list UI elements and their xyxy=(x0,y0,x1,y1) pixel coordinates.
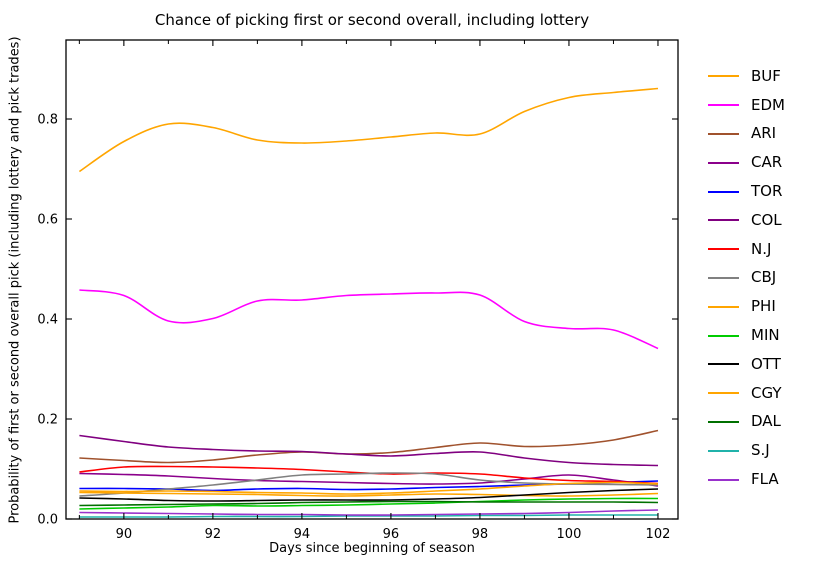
legend-label: PHI xyxy=(751,297,776,316)
legend-label: BUF xyxy=(751,66,781,85)
legend-line-swatch xyxy=(708,276,739,279)
series-line-OTT xyxy=(79,488,659,502)
series-line-BUF xyxy=(78,87,659,173)
series-line-FLA xyxy=(79,509,659,516)
legend-item: PHI xyxy=(708,292,813,321)
legend-item: MIN xyxy=(708,321,813,350)
legend-label: CBJ xyxy=(751,268,777,287)
y-tick-label: 0.6 xyxy=(37,213,58,228)
series-line-ARI xyxy=(79,429,659,464)
legend-item: EDM xyxy=(708,91,813,120)
legend-label: COL xyxy=(751,210,782,229)
x-axis-label: Days since beginning of season xyxy=(269,541,475,556)
legend: BUF EDM ARI CAR TOR COL N.J CBJ PHI MIN OTT CGY DAL S… xyxy=(708,62,813,494)
legend-label: TOR xyxy=(751,182,783,201)
x-tick-label: 102 xyxy=(646,527,671,542)
legend-item: FLA xyxy=(708,465,813,494)
series-line-COL xyxy=(79,434,659,467)
series-line-SJ xyxy=(79,514,658,518)
y-tick-label: 0.8 xyxy=(37,113,58,128)
legend-label: S.J xyxy=(751,441,770,460)
legend-line-swatch xyxy=(708,334,739,337)
y-tick-label: 0.4 xyxy=(37,313,58,328)
legend-label: MIN xyxy=(751,326,780,345)
x-tick-label: 94 xyxy=(294,527,311,542)
legend-line-swatch xyxy=(708,449,739,452)
legend-item: DAL xyxy=(708,408,813,437)
legend-item: TOR xyxy=(708,177,813,206)
legend-line-swatch xyxy=(708,132,739,135)
legend-item: ARI xyxy=(708,120,813,149)
legend-item: CGY xyxy=(708,379,813,408)
legend-label: DAL xyxy=(751,412,781,431)
legend-line-swatch xyxy=(708,363,739,366)
legend-item: CAR xyxy=(708,148,813,177)
legend-item: COL xyxy=(708,206,813,235)
x-tick-label: 90 xyxy=(116,527,133,542)
series-line-CGY xyxy=(79,481,659,495)
legend-label: FLA xyxy=(751,470,779,489)
legend-item: N.J xyxy=(708,235,813,264)
series-line-DAL xyxy=(79,500,659,507)
legend-item: S.J xyxy=(708,436,813,465)
legend-line-swatch xyxy=(708,161,739,164)
legend-line-swatch xyxy=(708,420,739,423)
legend-line-swatch xyxy=(708,248,739,251)
y-tick-label: 0.0 xyxy=(37,513,58,528)
legend-label: N.J xyxy=(751,239,772,258)
y-tick-label: 0.2 xyxy=(37,413,58,428)
chart-title: Chance of picking first or second overal… xyxy=(154,11,590,29)
legend-label: ARI xyxy=(751,124,777,143)
series-line-CAR xyxy=(79,472,659,487)
series-line-PHI xyxy=(79,491,659,497)
legend-label: OTT xyxy=(751,354,781,373)
legend-label: EDM xyxy=(751,95,785,114)
legend-line-swatch xyxy=(708,219,739,222)
y-axis-label: Probability of first or second overall p… xyxy=(7,36,23,524)
legend-item: BUF xyxy=(708,62,813,91)
x-tick-label: 98 xyxy=(472,527,489,542)
series-line-MIN xyxy=(79,497,659,510)
legend-line-swatch xyxy=(708,392,739,395)
legend-line-swatch xyxy=(708,478,739,481)
legend-label: CAR xyxy=(751,153,783,172)
x-tick-label: 92 xyxy=(205,527,222,542)
x-tick-label: 100 xyxy=(557,527,582,542)
legend-item: CBJ xyxy=(708,264,813,293)
legend-item: OTT xyxy=(708,350,813,379)
legend-line-swatch xyxy=(708,104,739,107)
x-tick-label: 96 xyxy=(383,527,400,542)
legend-label: CGY xyxy=(751,383,782,402)
plot-border xyxy=(65,39,679,520)
series-line-EDM xyxy=(79,289,659,350)
legend-line-swatch xyxy=(708,305,739,308)
legend-line-swatch xyxy=(708,75,739,78)
legend-line-swatch xyxy=(708,190,739,193)
